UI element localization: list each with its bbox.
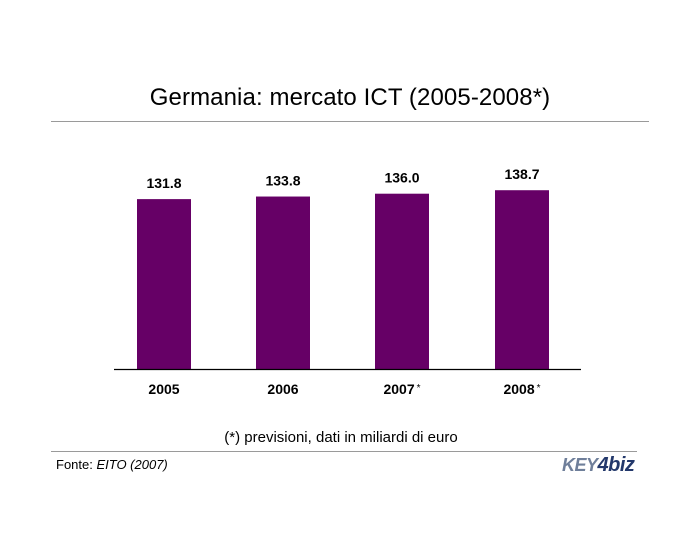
chart-title: Germania: mercato ICT (2005-2008*): [149, 84, 551, 111]
chart-note: (*) previsioni, dati in miliardi di euro: [224, 429, 458, 446]
value-label-2007: 136.0: [384, 170, 419, 186]
logo-part-2: 4biz: [597, 454, 635, 476]
logo-part-1: KEY: [562, 455, 598, 475]
bar-2006: [256, 196, 310, 369]
source-line: Fonte: EITO (2007): [56, 457, 168, 472]
value-label-2005: 131.8: [146, 175, 181, 191]
key4biz-logo: KEY4biz: [562, 454, 635, 476]
value-label-2006: 133.8: [265, 173, 300, 189]
source-prefix: Fonte:: [56, 457, 97, 472]
tick-label-2008: 2008 *: [503, 381, 540, 397]
bar-2007: [375, 193, 429, 369]
source-name: EITO (2007): [96, 457, 168, 472]
value-label-2008: 138.7: [504, 166, 539, 182]
tick-label-2006: 2006: [267, 381, 298, 397]
bar-2005: [137, 199, 191, 369]
tick-label-2005: 2005: [148, 381, 179, 397]
bar-2008: [495, 190, 549, 369]
title-divider: [51, 121, 649, 122]
tick-label-2007: 2007 *: [383, 381, 420, 397]
bar-chart: 131.8 2005 133.8 2006 136.0 2007 * 138.7 2008 *: [114, 166, 581, 397]
footer-divider: [51, 451, 637, 452]
